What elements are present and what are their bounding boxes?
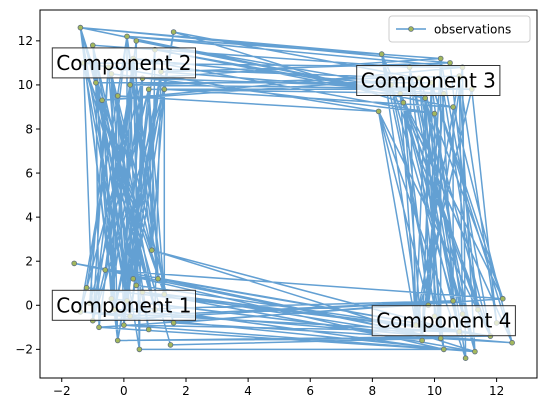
legend-label: observations bbox=[434, 23, 511, 37]
y-tick-label: 0 bbox=[25, 299, 33, 313]
annotation-layer: Component 1 Component 2 Component 3 Compone… bbox=[51, 47, 516, 337]
data-point bbox=[155, 275, 161, 282]
y-axis: −2 0 2 4 6 8 10 12 bbox=[15, 34, 40, 357]
data-point bbox=[378, 51, 385, 57]
annotation-component-4: Component 4 bbox=[371, 305, 516, 337]
data-point bbox=[127, 82, 133, 88]
legend: observations bbox=[388, 15, 531, 43]
data-point bbox=[99, 97, 105, 104]
x-tick-label: 2 bbox=[182, 384, 190, 398]
legend-box bbox=[388, 15, 531, 43]
data-point bbox=[149, 247, 155, 254]
data-point bbox=[121, 322, 127, 328]
data-point bbox=[90, 42, 96, 49]
data-point bbox=[400, 99, 407, 106]
data-point bbox=[437, 55, 444, 62]
annotation-label: Component 1 bbox=[56, 293, 191, 317]
data-point bbox=[136, 346, 143, 353]
annotation-box bbox=[356, 65, 501, 96]
data-point bbox=[462, 355, 469, 362]
data-point bbox=[161, 86, 168, 93]
annotation-box bbox=[371, 305, 516, 337]
data-point bbox=[472, 348, 478, 355]
annotation-component-2: Component 2 bbox=[51, 47, 196, 79]
data-point bbox=[509, 339, 515, 346]
data-point bbox=[102, 267, 108, 273]
data-point bbox=[93, 79, 99, 86]
x-tick-label: 12 bbox=[489, 384, 504, 398]
x-tick-label: 4 bbox=[244, 384, 252, 398]
data-point bbox=[167, 342, 174, 348]
annotation-label: Component 3 bbox=[361, 69, 496, 93]
annotation-component-1: Component 1 bbox=[51, 289, 196, 321]
data-point bbox=[114, 337, 121, 344]
series-line-observations bbox=[73, 26, 513, 359]
data-point bbox=[96, 324, 102, 331]
y-tick-label: 6 bbox=[25, 166, 33, 180]
data-point bbox=[124, 33, 130, 40]
data-point bbox=[499, 295, 506, 302]
data-point bbox=[130, 275, 137, 282]
data-point bbox=[437, 335, 444, 342]
data-point bbox=[71, 260, 77, 267]
x-tick-label: 8 bbox=[369, 384, 377, 398]
series-layer bbox=[73, 26, 513, 359]
legend-marker-swatch bbox=[408, 26, 414, 32]
data-point bbox=[114, 93, 121, 99]
y-tick-label: 4 bbox=[25, 210, 33, 224]
y-tick-label: 10 bbox=[18, 78, 33, 92]
data-point bbox=[419, 337, 425, 344]
x-tick-label: −2 bbox=[53, 384, 71, 398]
data-point bbox=[133, 38, 140, 44]
data-point bbox=[375, 108, 382, 115]
y-tick-label: −2 bbox=[15, 343, 33, 357]
axes-frame bbox=[39, 9, 538, 379]
x-tick-label: 6 bbox=[306, 384, 314, 398]
data-point bbox=[170, 320, 177, 326]
y-tick-label: 2 bbox=[25, 255, 33, 269]
data-point bbox=[170, 29, 177, 35]
data-point bbox=[133, 282, 140, 289]
data-point bbox=[83, 284, 90, 291]
plot-area: Component 1 Component 2 Component 3 Compone… bbox=[39, 9, 538, 379]
data-point bbox=[422, 95, 429, 101]
y-tick-label: 8 bbox=[25, 122, 33, 136]
annotation-label: Component 2 bbox=[56, 51, 191, 75]
data-point bbox=[447, 60, 453, 66]
data-point bbox=[440, 346, 447, 353]
data-point bbox=[431, 110, 438, 117]
x-axis: −2 0 2 4 6 8 10 12 bbox=[53, 378, 504, 398]
x-tick-label: 0 bbox=[120, 384, 128, 398]
annotation-box bbox=[51, 289, 196, 321]
data-point bbox=[145, 326, 152, 333]
data-point bbox=[450, 104, 456, 110]
annotation-component-3: Component 3 bbox=[356, 65, 501, 96]
y-tick-label: 12 bbox=[18, 34, 33, 48]
data-point bbox=[77, 24, 84, 31]
annotation-box bbox=[51, 47, 196, 79]
data-point bbox=[145, 86, 152, 93]
annotation-label: Component 4 bbox=[376, 309, 511, 333]
data-point bbox=[450, 298, 456, 304]
x-tick-label: 10 bbox=[427, 384, 442, 398]
